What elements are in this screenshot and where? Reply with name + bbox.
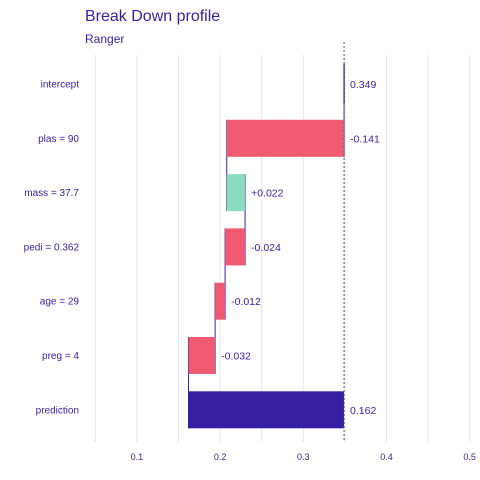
bars — [188, 64, 345, 429]
contribution-bar — [225, 228, 246, 266]
data-label: 0.162 — [350, 405, 376, 417]
x-axis-ticks: 0.1 0.2 0.3 0.4 0.5 — [131, 452, 476, 462]
prediction-bar — [188, 391, 345, 429]
x-tick-label: 0.4 — [380, 452, 393, 462]
chart-subtitle: Ranger — [85, 32, 124, 46]
x-tick-label: 0.5 — [463, 452, 476, 462]
y-category-label: intercept — [41, 80, 80, 91]
y-category-label: prediction — [36, 405, 79, 416]
y-category-label: plas = 90 — [38, 134, 79, 145]
grid-lines — [94, 55, 471, 442]
contribution-bar — [215, 282, 226, 320]
y-category-label: age = 29 — [40, 297, 80, 308]
y-category-label: preg = 4 — [42, 351, 79, 362]
data-label: 0.349 — [350, 79, 376, 91]
chart-title: Break Down profile — [85, 8, 220, 25]
y-axis-labels: intercept plas = 90 mass = 37.7 pedi = 0.36… — [24, 80, 80, 417]
x-tick-label: 0.3 — [297, 452, 310, 462]
x-tick-label: 0.2 — [214, 452, 227, 462]
contribution-bar — [226, 174, 246, 212]
data-label: -0.141 — [350, 133, 380, 145]
contribution-bar — [188, 337, 216, 374]
x-tick-label: 0.1 — [131, 452, 144, 462]
data-label: -0.012 — [231, 296, 261, 308]
data-label: -0.032 — [221, 351, 251, 363]
contribution-bar — [226, 119, 345, 157]
y-category-label: pedi = 0.362 — [24, 242, 80, 253]
y-category-label: mass = 37.7 — [24, 188, 79, 199]
data-label: -0.024 — [251, 242, 281, 254]
data-label: +0.022 — [251, 188, 284, 200]
data-labels: 0.349 -0.141 +0.022 -0.024 -0.012 -0.032 0.162 — [221, 79, 380, 417]
